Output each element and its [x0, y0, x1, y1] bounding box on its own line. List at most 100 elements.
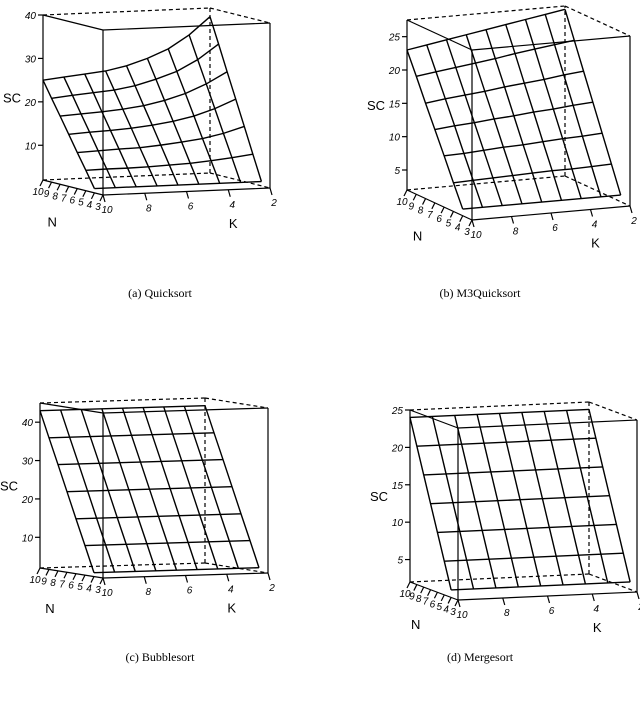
n-tick-label: 9: [409, 592, 415, 603]
k-tick-label: 6: [549, 606, 555, 617]
z-tick-label: 5: [397, 556, 403, 567]
k-tick-label: 6: [187, 586, 193, 597]
n-tick: [433, 592, 438, 599]
box-edge: [471, 35, 631, 51]
n-tick: [403, 189, 408, 197]
surface-line-n: [462, 194, 621, 210]
k-tick-label: 2: [268, 583, 275, 594]
k-tick-label: 6: [188, 202, 194, 213]
surface-line-k: [465, 34, 523, 205]
z-tick-label: 5: [394, 166, 400, 177]
n-tick: [440, 594, 445, 602]
surface-line-k: [498, 413, 542, 587]
box-edge-hidden: [209, 7, 271, 24]
n-tick: [65, 186, 70, 193]
z-tick-label: 15: [389, 99, 401, 110]
k-tick: [144, 193, 148, 201]
z-tick-label: 10: [25, 141, 37, 152]
box-edge-hidden: [39, 397, 206, 404]
k-tick: [591, 593, 595, 602]
n-tick-label: 4: [87, 200, 93, 211]
k-axis-label: K: [593, 620, 602, 635]
surface-line-k: [204, 405, 260, 568]
z-tick-label: 10: [392, 518, 404, 529]
box-edge-hidden: [204, 397, 269, 409]
box-edge-hidden: [406, 175, 566, 191]
surface-line-k: [167, 48, 221, 184]
surface-line-k: [544, 14, 602, 198]
surface-line-k: [188, 34, 242, 183]
k-tick: [546, 595, 551, 604]
n-tick: [431, 202, 436, 210]
k-tick: [471, 219, 475, 228]
n-tick-label: 6: [436, 214, 442, 225]
k-tick-label: 6: [552, 223, 558, 234]
surface-line-k: [101, 408, 157, 572]
surface-line-k: [63, 76, 116, 188]
n-tick: [420, 586, 425, 594]
n-tick-label: 9: [41, 576, 47, 587]
box-edge-hidden: [409, 401, 590, 411]
z-tick-label: 30: [22, 457, 34, 468]
k-tick-label: 4: [229, 200, 235, 211]
k-tick: [102, 194, 106, 203]
k-tick: [457, 599, 461, 608]
n-tick-label: 4: [86, 584, 92, 595]
z-tick-label: 20: [24, 98, 37, 109]
n-tick: [440, 206, 445, 214]
box-edge-hidden: [564, 175, 631, 207]
k-tick: [629, 205, 633, 214]
box-edge-hidden: [42, 172, 211, 181]
n-tick-label: 9: [44, 189, 50, 200]
k-tick: [184, 575, 189, 583]
n-tick: [90, 576, 95, 583]
surface-line-k: [521, 412, 564, 586]
k-tick: [589, 209, 594, 217]
n-tick-label: 8: [50, 578, 56, 589]
k-tick-label: 4: [593, 604, 599, 615]
n-tick-label: 7: [59, 579, 65, 590]
n-tick-label: 7: [423, 597, 429, 608]
box-edge-hidden: [588, 401, 638, 421]
n-axis-label: N: [411, 617, 420, 632]
k-tick-label: 8: [145, 587, 151, 598]
surface-line-n: [85, 153, 253, 172]
k-axis-label: K: [229, 216, 238, 231]
n-tick: [81, 574, 86, 582]
k-tick: [185, 191, 190, 199]
n-tick: [427, 589, 432, 596]
surface-line-k: [588, 409, 631, 583]
z-tick-label: 20: [388, 66, 401, 77]
n-tick: [72, 573, 77, 580]
k-tick-label: 4: [228, 584, 234, 595]
caption-quicksort: (a) Quicksort: [128, 286, 192, 300]
surface-line-k: [121, 407, 178, 571]
z-tick-label: 20: [391, 443, 404, 454]
z-axis-label: SC: [367, 98, 385, 113]
n-tick-label: 8: [416, 594, 422, 605]
surface-line-k: [406, 49, 464, 210]
k-tick: [510, 216, 515, 224]
surface-line-k: [485, 29, 543, 203]
n-tick-label: 5: [446, 218, 452, 229]
box-edge: [42, 14, 104, 31]
n-tick-label: 6: [430, 599, 436, 610]
box-edge-hidden: [588, 573, 638, 593]
k-tick: [550, 212, 554, 221]
n-tick-label: 6: [70, 196, 76, 207]
surface-line-k: [80, 409, 136, 572]
n-tick: [48, 181, 53, 189]
k-tick-label: 8: [146, 203, 152, 214]
box-edge-hidden: [39, 562, 206, 569]
surface-line-k: [142, 407, 198, 570]
caption-m3quicksort: (b) M3Quicksort: [439, 286, 521, 300]
box-edge: [39, 402, 104, 414]
n-tick-label: 10: [396, 197, 408, 208]
z-tick-label: 30: [25, 54, 37, 65]
k-tick: [143, 576, 147, 584]
surface-line-k: [183, 406, 240, 569]
